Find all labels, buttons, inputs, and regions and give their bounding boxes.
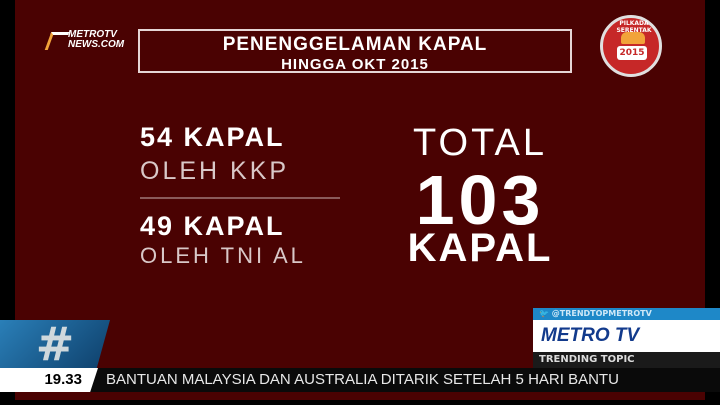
logo-mark-icon xyxy=(44,32,70,50)
pilkada-badge: PILKADA SERENTAK 2015 xyxy=(600,15,662,77)
total-label: TOTAL xyxy=(413,122,547,164)
hashtag-logo: # xyxy=(0,320,110,368)
stat-tni-label: OLEH TNI AL xyxy=(140,243,306,268)
twitter-icon: 🐦 xyxy=(539,309,552,318)
title-box: PENENGGELAMAN KAPAL HINGGA OKT 2015 xyxy=(138,29,572,73)
logo-line2: NEWS.COM xyxy=(68,39,125,50)
total-value: 103 xyxy=(415,161,545,239)
twitter-handle: 🐦 @TRENDTOPMETROTV xyxy=(533,308,720,320)
metrotvnews-logo: METROTV NEWS.COM xyxy=(44,29,125,50)
ticker-headline: BANTUAN MALAYSIA DAN AUSTRALIA DITARIK S… xyxy=(106,371,619,388)
trending-panel: 🐦 @TRENDTOPMETROTV METRO TV TRENDING TOP… xyxy=(533,308,720,368)
badge-year: 2015 xyxy=(617,46,647,60)
metrotv-logo: METRO TV xyxy=(533,320,720,352)
badge-label: PILKADA SERENTAK xyxy=(616,20,652,34)
trending-label: TRENDING TOPIC xyxy=(533,352,720,368)
stat-kkp-label: OLEH KKP xyxy=(140,157,290,185)
badge-sun-icon xyxy=(621,32,645,44)
divider xyxy=(140,197,340,199)
total-unit: KAPAL xyxy=(407,226,553,270)
stat-tni-count: 49 KAPAL xyxy=(140,211,285,241)
subtitle: HINGGA OKT 2015 xyxy=(281,56,429,73)
stat-kkp-count: 54 KAPAL xyxy=(140,122,285,152)
news-ticker xyxy=(0,368,720,392)
clock: 19.33 xyxy=(0,368,98,392)
logo-line1: METROTV xyxy=(68,29,117,40)
twitter-handle-text: @TRENDTOPMETROTV xyxy=(551,309,652,318)
title: PENENGGELAMAN KAPAL xyxy=(222,34,488,55)
